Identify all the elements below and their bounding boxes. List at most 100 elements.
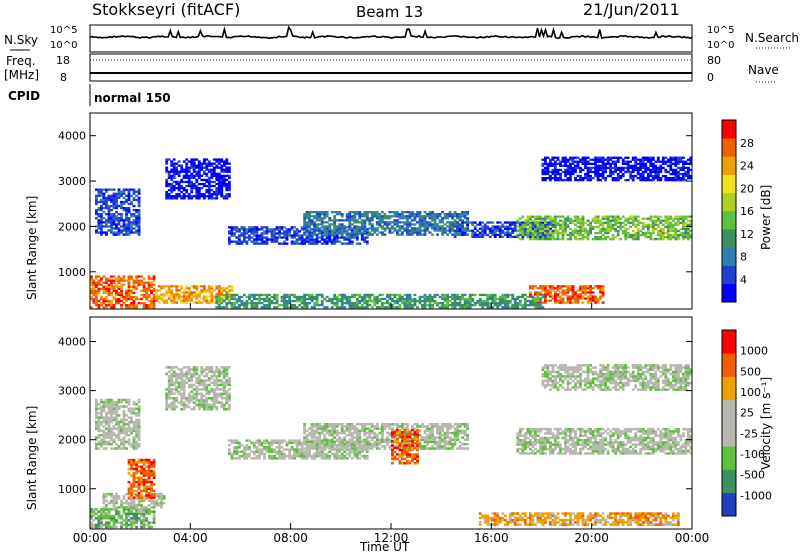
power-cell (544, 221, 547, 224)
velocity-cell (115, 442, 118, 446)
power-cell (539, 297, 542, 301)
power-cell (689, 177, 693, 180)
power-cell (523, 219, 527, 222)
power-cell (586, 162, 590, 165)
power-cell (350, 293, 354, 297)
power-cell (230, 295, 234, 298)
power-cell (112, 215, 116, 218)
power-cell (456, 231, 459, 234)
power-cell (170, 189, 174, 192)
power-cell (561, 236, 565, 239)
velocity-cell (105, 523, 108, 527)
power-cell (185, 166, 189, 169)
power-cell (581, 225, 585, 228)
power-cell (508, 227, 512, 230)
velocity-cell (130, 465, 133, 468)
velocity-cell (152, 469, 156, 473)
power-cell (536, 229, 540, 232)
power-cell (501, 229, 505, 232)
power-cell (202, 285, 206, 288)
power-cell (576, 217, 580, 220)
power-cell (523, 225, 527, 228)
power-cell (381, 211, 384, 214)
power-cell (185, 297, 189, 300)
power-cell (243, 232, 246, 235)
velocity-cell (122, 523, 126, 527)
power-cell (258, 236, 261, 239)
power-cell (228, 226, 231, 229)
power-cell (110, 231, 113, 234)
velocity-cell (117, 521, 121, 524)
power-cell (110, 275, 113, 278)
power-cell (285, 234, 289, 237)
power-cell (212, 162, 216, 165)
power-cell (195, 195, 199, 198)
power-cell (165, 299, 169, 302)
power-cell (534, 215, 537, 218)
velocity-cell (132, 499, 136, 503)
power-cell (207, 168, 211, 171)
power-cell (644, 166, 648, 170)
velocity-cell (135, 476, 138, 479)
power-cell (516, 306, 520, 309)
power-cell (215, 176, 219, 179)
power-cell (546, 217, 550, 220)
power-cell (365, 215, 369, 218)
power-cell (541, 231, 545, 234)
power-cell (513, 221, 517, 224)
power-cell (100, 219, 103, 222)
power-cell (526, 299, 530, 303)
power-cell (207, 164, 211, 167)
power-cell (95, 217, 98, 220)
power-cell (661, 166, 665, 170)
power-cell (278, 228, 281, 231)
power-cell (584, 177, 587, 180)
power-cell (631, 229, 635, 233)
power-cell (416, 229, 419, 232)
power-cell (649, 162, 653, 165)
velocity-cell (140, 512, 143, 516)
power-cell (233, 226, 236, 229)
power-cell (636, 172, 640, 176)
power-cell (451, 295, 454, 299)
power-cell (187, 168, 191, 171)
power-cell (546, 289, 550, 292)
velocity-cell (107, 409, 111, 413)
velocity-cell (142, 510, 146, 513)
power-cell (162, 299, 166, 302)
power-cell (370, 213, 374, 216)
power-cell (112, 221, 116, 224)
power-cell (305, 211, 309, 214)
velocity-cell (105, 403, 108, 406)
power-cell (265, 230, 269, 233)
velocity-cell (130, 494, 133, 497)
velocity-cell (260, 450, 264, 453)
power-cell (594, 215, 597, 218)
power-cell (217, 293, 221, 296)
velocity-cell (102, 436, 106, 439)
power-cell (398, 304, 402, 307)
power-cell (305, 221, 309, 224)
power-cell (566, 215, 570, 218)
power-cell (310, 297, 314, 301)
power-cell (651, 215, 655, 218)
power-cell (549, 215, 552, 218)
power-cell (634, 158, 638, 161)
power-cell (313, 221, 316, 224)
power-cell (631, 179, 635, 182)
power-cell (386, 227, 389, 230)
power-cell (589, 295, 592, 298)
velocity-cell (140, 458, 143, 462)
power-cell (614, 168, 617, 172)
power-cell (391, 215, 394, 218)
power-cell (315, 225, 319, 228)
power-cell (333, 295, 337, 299)
power-cell (431, 213, 434, 216)
velocity-cell (115, 418, 118, 422)
power-cell (215, 195, 219, 198)
power-cell (115, 231, 118, 234)
power-cell (566, 179, 570, 182)
power-cell (576, 215, 580, 218)
power-cell (375, 297, 379, 301)
power-cell (671, 225, 675, 228)
